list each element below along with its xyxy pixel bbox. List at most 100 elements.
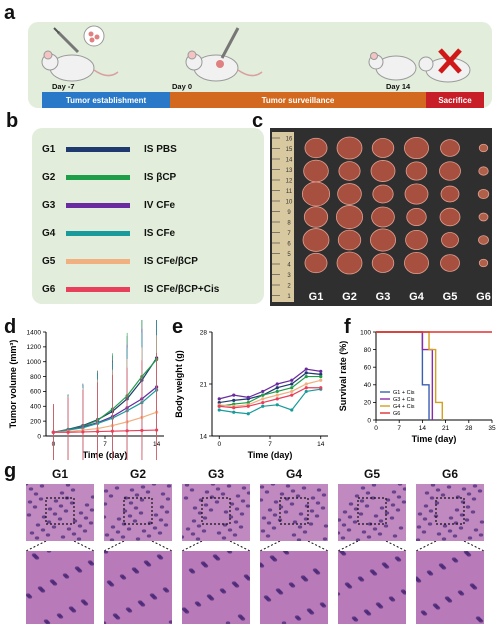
cell-nucleus xyxy=(371,483,377,487)
data-point xyxy=(217,397,221,401)
series-line xyxy=(53,429,157,433)
data-point xyxy=(275,397,279,401)
tumor-specimen xyxy=(404,251,429,275)
cell-nucleus xyxy=(52,582,58,586)
data-point xyxy=(304,374,308,379)
cell-nucleus xyxy=(138,511,144,515)
cell-nucleus xyxy=(354,494,360,498)
cell-nucleus xyxy=(72,519,78,523)
cell-nucleus xyxy=(71,532,77,536)
cell-nucleus xyxy=(472,586,478,590)
cell-nucleus xyxy=(46,549,52,553)
data-point xyxy=(304,382,308,386)
day-label: Day -7 xyxy=(52,82,75,91)
legend-label: G1 + Cis xyxy=(393,390,415,396)
tumor-volume-chart: 02004006008001000120014000714Time (day)T… xyxy=(0,320,170,460)
cell-nucleus xyxy=(315,501,321,505)
cell-nucleus xyxy=(192,506,198,510)
tumor-specimen xyxy=(304,252,328,274)
cell-nucleus xyxy=(290,584,296,588)
cell-nucleus xyxy=(385,498,391,502)
cell-nucleus xyxy=(308,522,314,526)
cell-nucleus xyxy=(358,512,364,516)
tumor-specimen xyxy=(303,159,329,183)
cell-nucleus xyxy=(239,512,245,516)
survival-plot: 0 20 40 60 80 100 0 7 14 21 28 35 Time (day) Survival… xyxy=(338,329,496,444)
series-line xyxy=(53,389,158,433)
cell-nucleus xyxy=(245,504,251,508)
cell-nucleus xyxy=(292,520,298,524)
cell-nucleus xyxy=(241,486,247,490)
ruler-label: 4 xyxy=(287,263,291,269)
cell-nucleus xyxy=(185,527,191,531)
syringe-icon xyxy=(220,27,240,59)
cell-nucleus xyxy=(458,526,464,530)
cell-nucleus xyxy=(377,532,383,536)
photo-group-label: G2 xyxy=(342,291,357,303)
cell-nucleus xyxy=(223,510,229,514)
data-point xyxy=(290,389,294,394)
histology-zoom-image xyxy=(335,549,408,624)
ruler xyxy=(272,132,294,302)
cell-nucleus xyxy=(195,537,201,541)
cell-nucleus xyxy=(120,535,126,539)
cell-nucleus xyxy=(77,569,83,573)
cell-nucleus xyxy=(108,494,114,498)
cell-nucleus xyxy=(441,537,447,541)
cell-nucleus xyxy=(110,525,116,529)
tumor-specimen xyxy=(478,166,489,176)
tumor-specimen xyxy=(372,184,394,204)
cell-nucleus xyxy=(132,519,138,523)
cell-nucleus xyxy=(115,616,121,620)
cell-nucleus xyxy=(297,525,303,529)
data-point xyxy=(304,371,308,375)
cell-nucleus xyxy=(264,490,270,494)
histology-image xyxy=(23,482,96,541)
ruler-label: 7 xyxy=(287,231,291,237)
cell-nucleus xyxy=(29,531,35,535)
data-point xyxy=(319,386,323,390)
cell-nucleus xyxy=(422,517,428,521)
cell-nucleus xyxy=(366,612,372,616)
tumor-specimen xyxy=(335,205,364,229)
ruler-label: 5 xyxy=(287,252,291,258)
x-tick-label: 0 xyxy=(217,441,221,448)
cell-nucleus xyxy=(395,508,401,512)
legend-label: IS PBS xyxy=(144,143,177,155)
cell-nucleus xyxy=(430,483,436,487)
tumor-specimen xyxy=(439,161,461,181)
group-legend xyxy=(32,128,264,304)
series-line xyxy=(219,379,321,407)
cell-nucleus xyxy=(415,538,421,542)
mouse-icon xyxy=(418,56,471,83)
tumor-specimen xyxy=(478,258,489,268)
data-point xyxy=(246,404,250,408)
cell-nucleus xyxy=(258,498,264,502)
legend-label: G6 xyxy=(393,411,400,417)
cell-nucleus xyxy=(89,562,95,566)
cell-nucleus xyxy=(478,619,484,623)
cell-nucleus xyxy=(298,512,304,516)
cell-nucleus xyxy=(352,520,358,524)
data-point xyxy=(275,382,279,386)
phase-arrow: Sacrifice xyxy=(426,92,484,108)
data-point xyxy=(290,408,294,412)
cell-nucleus xyxy=(202,516,208,520)
tumor-specimen xyxy=(439,207,461,227)
cell-nucleus xyxy=(201,529,207,533)
cell-nucleus xyxy=(472,484,478,488)
cell-nucleus xyxy=(347,515,353,519)
cell-nucleus xyxy=(335,592,341,596)
tumor-specimen xyxy=(478,212,489,222)
cell-nucleus xyxy=(216,531,222,535)
cell-nucleus xyxy=(33,492,39,496)
cell-nucleus xyxy=(279,492,285,496)
cell-nucleus xyxy=(228,515,234,519)
day-label: Day 0 xyxy=(172,82,193,91)
series-line xyxy=(219,387,321,409)
tumor-specimen xyxy=(478,235,489,245)
cell-nucleus xyxy=(359,578,365,582)
cell-nucleus xyxy=(215,557,221,561)
cell-nucleus xyxy=(261,516,267,520)
cell-nucleus xyxy=(353,507,359,511)
